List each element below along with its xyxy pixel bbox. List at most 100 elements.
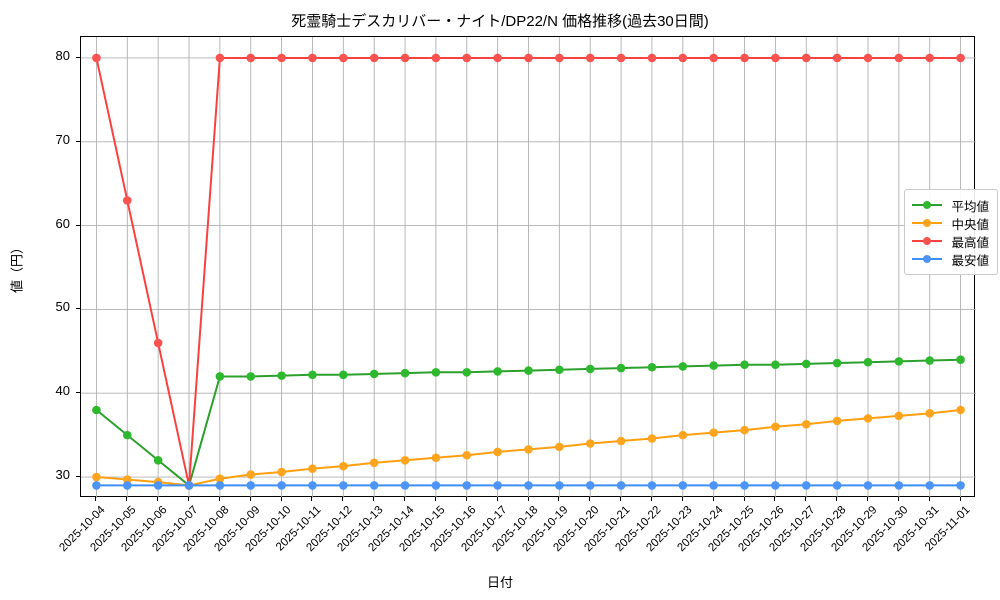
x-tick-mark xyxy=(95,497,97,501)
data-point xyxy=(771,481,780,490)
data-point xyxy=(92,472,101,482)
x-tick-mark xyxy=(558,497,560,501)
chart-legend: 平均値中央値最高値最安値 xyxy=(904,189,998,275)
y-tick-mark xyxy=(76,308,80,310)
data-point xyxy=(246,53,256,63)
data-point xyxy=(524,481,533,490)
data-point xyxy=(339,53,348,63)
y-tick-label: 50 xyxy=(55,299,70,315)
y-axis-label-wrapper: 値（円） xyxy=(10,36,25,497)
x-tick-mark xyxy=(218,497,220,501)
data-point xyxy=(462,53,472,63)
x-tick-mark xyxy=(404,497,406,501)
data-point xyxy=(524,366,533,375)
data-point xyxy=(894,357,904,366)
y-tick-label: 30 xyxy=(55,467,70,483)
data-point xyxy=(122,430,132,440)
data-point xyxy=(153,455,163,465)
data-point xyxy=(277,53,286,63)
x-tick-mark xyxy=(434,497,436,501)
data-point xyxy=(308,481,317,490)
series-layer xyxy=(92,53,965,490)
x-tick-mark xyxy=(311,497,313,501)
x-tick-mark xyxy=(527,497,529,501)
data-point xyxy=(647,481,657,490)
chart-title: 死霊騎士デスカリバー・ナイト/DP22/N 価格推移(過去30日間) xyxy=(291,13,709,30)
data-point xyxy=(308,464,317,473)
data-point xyxy=(709,428,718,437)
data-point xyxy=(832,53,842,63)
data-point xyxy=(585,481,595,490)
data-point xyxy=(122,481,132,490)
x-tick-mark xyxy=(249,497,251,501)
data-point xyxy=(431,53,441,63)
data-point xyxy=(400,368,410,378)
data-point xyxy=(740,481,749,490)
data-point xyxy=(678,430,688,440)
data-point xyxy=(956,53,965,63)
y-tick-label: 40 xyxy=(55,383,70,399)
data-point xyxy=(555,442,564,452)
y-tick-label: 70 xyxy=(55,131,70,147)
data-point xyxy=(863,481,873,490)
data-point xyxy=(369,481,379,490)
data-point xyxy=(400,455,410,465)
data-point xyxy=(771,53,780,63)
data-point xyxy=(153,481,163,490)
data-point xyxy=(585,439,595,448)
data-point xyxy=(277,481,286,490)
data-point xyxy=(92,405,101,415)
legend-item-2[interactable]: 最高値 xyxy=(912,232,989,250)
data-point xyxy=(524,53,533,63)
data-point xyxy=(493,367,502,376)
x-tick-mark xyxy=(157,497,159,501)
data-point xyxy=(246,372,256,381)
x-tick-mark xyxy=(897,497,899,501)
legend-label: 最高値 xyxy=(951,235,989,250)
y-tick-label: 80 xyxy=(55,47,70,63)
data-point xyxy=(801,481,811,490)
data-point xyxy=(308,53,317,63)
data-point xyxy=(277,371,286,380)
x-tick-mark xyxy=(373,497,375,501)
x-tick-mark xyxy=(126,497,128,501)
data-point xyxy=(616,436,626,446)
legend-swatch-icon xyxy=(912,252,943,266)
data-point xyxy=(431,453,441,463)
data-point xyxy=(709,481,718,490)
legend-item-1[interactable]: 中央値 xyxy=(912,214,989,232)
data-point xyxy=(369,369,379,379)
x-tick-mark xyxy=(712,497,714,501)
data-point xyxy=(246,481,256,490)
data-point xyxy=(956,355,965,365)
legend-item-3[interactable]: 最安値 xyxy=(912,250,989,268)
data-point xyxy=(400,53,410,63)
legend-label: 最安値 xyxy=(951,253,989,268)
data-point xyxy=(524,445,533,454)
x-tick-mark xyxy=(928,497,930,501)
data-point xyxy=(894,53,904,63)
data-point xyxy=(925,356,935,365)
data-point xyxy=(462,367,472,377)
x-tick-mark xyxy=(496,497,498,501)
data-point xyxy=(647,362,657,372)
legend-swatch-icon xyxy=(912,234,943,248)
legend-item-0[interactable]: 平均値 xyxy=(912,196,989,214)
data-point xyxy=(863,357,873,367)
data-point xyxy=(246,470,256,479)
data-point xyxy=(339,481,348,490)
data-point xyxy=(369,458,379,468)
legend-label: 中央値 xyxy=(951,217,989,232)
data-point xyxy=(801,53,811,63)
y-tick-mark xyxy=(76,140,80,142)
x-tick-mark xyxy=(681,497,683,501)
data-point xyxy=(555,53,564,63)
x-tick-mark xyxy=(774,497,776,501)
data-point xyxy=(801,419,811,429)
data-point xyxy=(215,481,225,490)
y-tick-mark xyxy=(76,224,80,226)
data-point xyxy=(215,474,225,484)
data-point xyxy=(339,370,348,380)
plot-svg xyxy=(81,37,976,498)
gridlines xyxy=(81,37,976,498)
